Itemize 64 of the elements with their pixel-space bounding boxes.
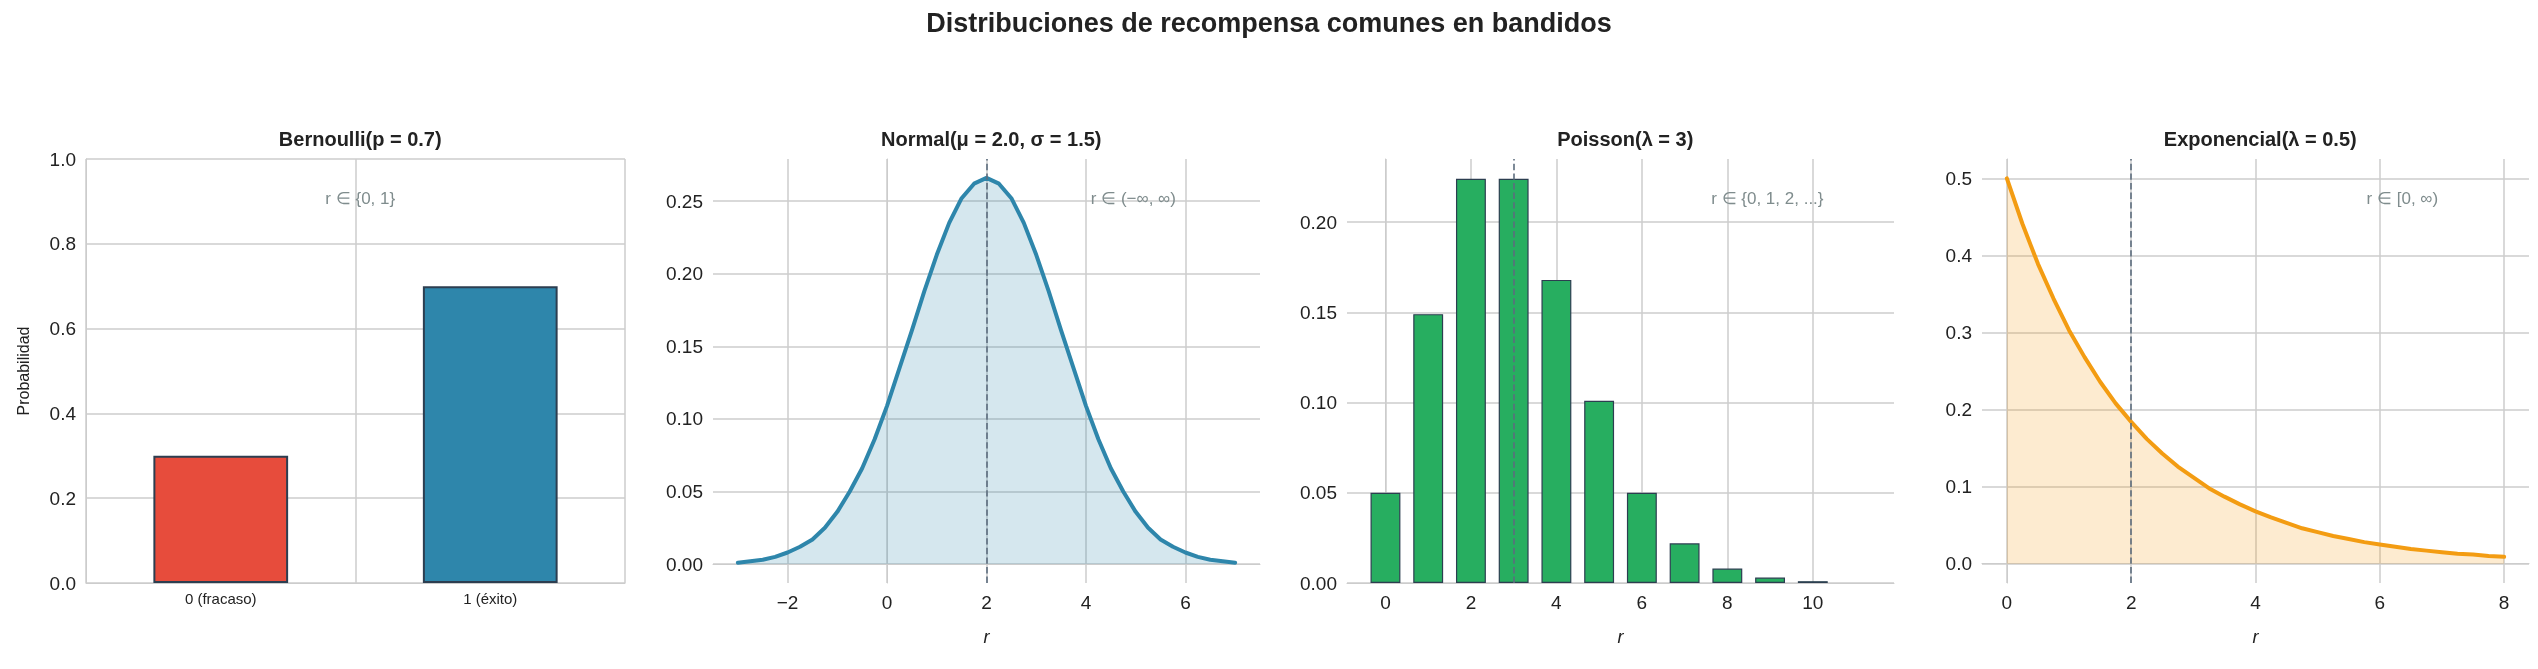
annotation: r ∈ [0, ∞)	[2366, 189, 2438, 208]
bar	[1584, 400, 1615, 583]
x-axis-title: r	[983, 627, 990, 647]
y-tick-label: 0.8	[49, 233, 76, 255]
x-tick-label: 2	[2125, 592, 2136, 613]
y-tick-label: 0.10	[1300, 392, 1337, 414]
x-tick-label: 0 (fracaso)	[184, 590, 257, 607]
y-tick-label: 0.3	[1945, 321, 1972, 343]
x-axis-title: r	[1617, 627, 1625, 647]
chart-title: Normal(μ = 2.0, σ = 1.5)	[880, 128, 1101, 150]
y-tick-label: 0.15	[665, 335, 703, 357]
x-tick-label: 8	[1722, 592, 1733, 613]
y-tick-label: 0.00	[665, 553, 703, 575]
x-tick-label: 2	[1465, 592, 1477, 613]
annotation: r ∈ (−∞, ∞)	[1090, 189, 1176, 208]
x-tick-label: 0	[1380, 592, 1391, 613]
x-tick-label: −2	[776, 592, 798, 613]
bar	[1669, 543, 1700, 583]
y-tick-label: 0.4	[1945, 244, 1972, 266]
y-tick-label: 0.2	[1945, 399, 1972, 421]
y-tick-label: 0.20	[665, 263, 703, 285]
x-tick-label: 4	[1551, 592, 1563, 613]
bar	[1626, 492, 1657, 583]
x-tick-label: 6	[2374, 592, 2385, 613]
x-axis-title: r	[2252, 627, 2259, 647]
chart-title: Bernoulli(p = 0.7)	[278, 128, 442, 150]
y-tick-label: 1.0	[49, 148, 76, 170]
x-tick-label: 4	[1080, 592, 1092, 613]
y-tick-label: 0.1	[1945, 476, 1972, 498]
x-tick-label: 2	[980, 592, 992, 613]
y-tick-label: 0.0	[49, 572, 76, 594]
chart-title: Poisson(λ = 3)	[1557, 128, 1694, 150]
y-tick-label: 0.05	[1300, 482, 1337, 504]
y-axis-title: Probabilidad	[14, 326, 32, 416]
y-tick-label: 0.10	[665, 408, 703, 430]
y-tick-label: 0.20	[1300, 211, 1337, 233]
bar	[1712, 568, 1743, 583]
bar	[1541, 279, 1572, 583]
annotation: r ∈ {0, 1, 2, ...}	[1711, 189, 1824, 208]
bar	[1755, 577, 1786, 583]
x-tick-label: 1 (éxito)	[463, 590, 518, 607]
bar	[1413, 314, 1444, 583]
bar	[1498, 178, 1529, 583]
y-tick-label: 0.15	[1300, 301, 1337, 323]
x-tick-label: 4	[2249, 592, 2261, 613]
chart-title: Exponencial(λ = 0.5)	[2163, 128, 2357, 150]
x-tick-label: 0	[881, 592, 892, 613]
x-tick-label: 10	[1802, 592, 1824, 613]
bar	[1455, 178, 1486, 583]
y-tick-label: 0.4	[49, 402, 77, 424]
y-tick-label: 0.2	[49, 487, 76, 509]
x-tick-label: 8	[2498, 592, 2509, 613]
y-tick-label: 0.05	[665, 481, 703, 503]
annotation: r ∈ {0, 1}	[325, 189, 396, 208]
x-tick-label: 6	[1636, 592, 1648, 613]
x-tick-label: 0	[2001, 592, 2012, 613]
y-tick-label: 0.00	[1300, 572, 1337, 594]
y-tick-label: 0.6	[49, 318, 76, 340]
y-tick-label: 0.5	[1945, 167, 1972, 189]
bar	[1370, 492, 1401, 583]
y-tick-label: 0.0	[1945, 553, 1972, 575]
y-tick-label: 0.25	[665, 190, 703, 212]
x-tick-label: 6	[1179, 592, 1191, 613]
text: Distribuciones de recompensa comunes en bandidos	[925, 8, 1613, 39]
